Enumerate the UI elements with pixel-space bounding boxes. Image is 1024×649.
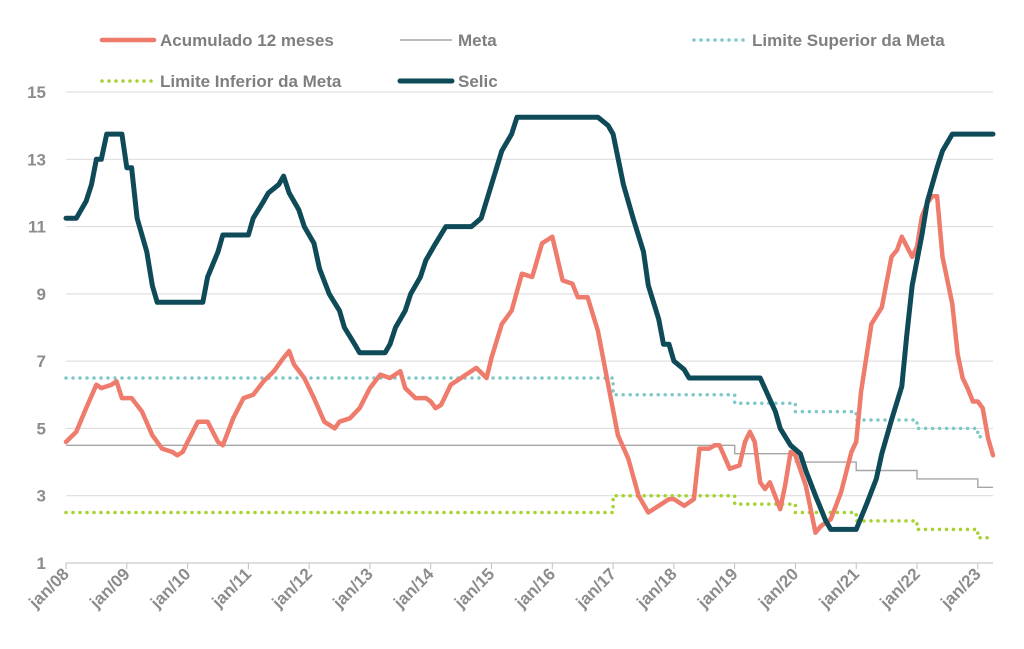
- x-tick-label: jan/18: [632, 564, 680, 612]
- x-tick-label: jan/16: [511, 564, 559, 612]
- y-tick-label: 11: [28, 218, 46, 237]
- y-tick-label: 13: [27, 150, 46, 169]
- y-tick-label: 15: [27, 83, 46, 102]
- legend-label: Meta: [458, 31, 497, 50]
- x-tick-label: jan/12: [268, 564, 316, 612]
- series-line-limite-inferior-da-meta: [64, 493, 995, 540]
- x-tick-label: jan/09: [85, 564, 133, 612]
- y-tick-label: 5: [37, 419, 46, 438]
- x-tick-label: jan/11: [208, 564, 256, 612]
- legend-entry: Acumulado 12 meses: [99, 31, 334, 50]
- series-lines: [63, 114, 996, 540]
- x-tick-label: jan/22: [876, 564, 924, 612]
- x-tick-label: jan/10: [146, 564, 194, 612]
- x-tick-label: jan/23: [936, 564, 984, 612]
- y-tick-label: 1: [37, 554, 46, 573]
- legend-label: Limite Inferior da Meta: [160, 72, 342, 91]
- series-line-acumulado-12-meses: [63, 194, 996, 535]
- legend-entry: Selic: [397, 72, 498, 91]
- series-line-selic: [63, 114, 996, 532]
- legend-entry: Limite Superior da Meta: [692, 31, 945, 50]
- y-tick-label: 9: [37, 285, 46, 304]
- x-tick-label: jan/14: [389, 564, 438, 613]
- x-tick-label: jan/19: [693, 564, 741, 612]
- x-tick-label: jan/13: [329, 564, 377, 612]
- x-tick-label: jan/20: [754, 564, 802, 612]
- x-tick-label: jan/17: [572, 564, 620, 612]
- legend-label: Acumulado 12 meses: [160, 31, 334, 50]
- series-line-limite-superior-da-meta: [64, 376, 995, 439]
- series-line-meta: [66, 444, 993, 488]
- legend-label: Limite Superior da Meta: [752, 31, 945, 50]
- legend: Acumulado 12 meses Meta Limite Superior da…: [99, 31, 945, 91]
- y-tick-label: 7: [37, 352, 46, 371]
- legend-entry: Limite Inferior da Meta: [100, 72, 342, 91]
- x-tick-label: jan/15: [450, 564, 498, 612]
- gridlines: [66, 91, 993, 497]
- legend-label: Selic: [458, 72, 498, 91]
- legend-entry: Meta: [400, 31, 497, 50]
- x-tick-label: jan/21: [815, 564, 863, 612]
- x-tick-label: jan/08: [25, 564, 73, 612]
- y-tick-label: 3: [37, 487, 46, 506]
